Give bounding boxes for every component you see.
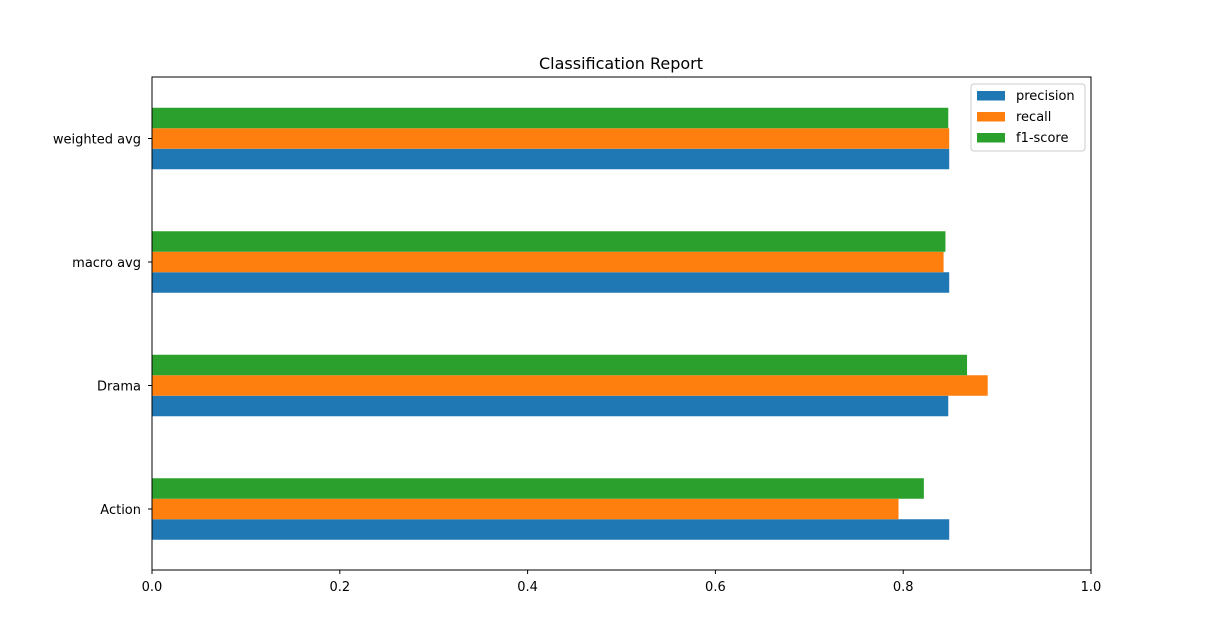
x-tick-label: 1.0 xyxy=(1081,580,1102,595)
x-tick-label: 0.6 xyxy=(705,580,726,595)
legend-label-precision: precision xyxy=(1016,89,1075,104)
bar-f1-score-macro-avg xyxy=(152,231,946,252)
bar-f1-score-action xyxy=(152,478,924,499)
bar-recall-weighted-avg xyxy=(152,128,950,149)
bar-recall-action xyxy=(152,498,899,520)
bar-f1-score-weighted-avg xyxy=(152,107,949,129)
axes-group: 0.0 0.2 0.4 0.6 0.8 1.0 Action Drama macro avg we… xyxy=(53,76,1102,595)
legend-label-recall: recall xyxy=(1016,110,1051,125)
bar-precision-drama xyxy=(152,395,949,417)
bar-precision-action xyxy=(152,519,950,540)
x-tick-label: 0.0 xyxy=(142,580,163,595)
y-tick-label: Action xyxy=(100,503,141,518)
bar-precision-macro-avg xyxy=(152,272,950,293)
bar-recall-drama xyxy=(152,375,988,396)
legend-swatch-recall xyxy=(977,112,1005,122)
bars-group xyxy=(152,107,988,540)
y-tick-label: weighted avg xyxy=(53,133,141,148)
x-tick-label: 0.2 xyxy=(329,580,350,595)
bar-precision-weighted-avg xyxy=(152,148,950,170)
x-tick-label: 0.4 xyxy=(517,580,538,595)
y-tick-label: Drama xyxy=(97,380,141,395)
legend: precision recall f1-score xyxy=(970,83,1086,152)
y-tick-label: macro avg xyxy=(72,256,141,271)
bar-f1-score-drama xyxy=(152,354,968,376)
legend-swatch-precision xyxy=(977,91,1005,101)
legend-label-f1-score: f1-score xyxy=(1016,131,1068,146)
x-tick-label: 0.8 xyxy=(893,580,914,595)
bar-recall-macro-avg xyxy=(152,251,944,273)
chart-title: Classification Report xyxy=(539,54,703,73)
legend-swatch-f1-score xyxy=(977,133,1005,143)
plot-frame xyxy=(151,76,1092,571)
